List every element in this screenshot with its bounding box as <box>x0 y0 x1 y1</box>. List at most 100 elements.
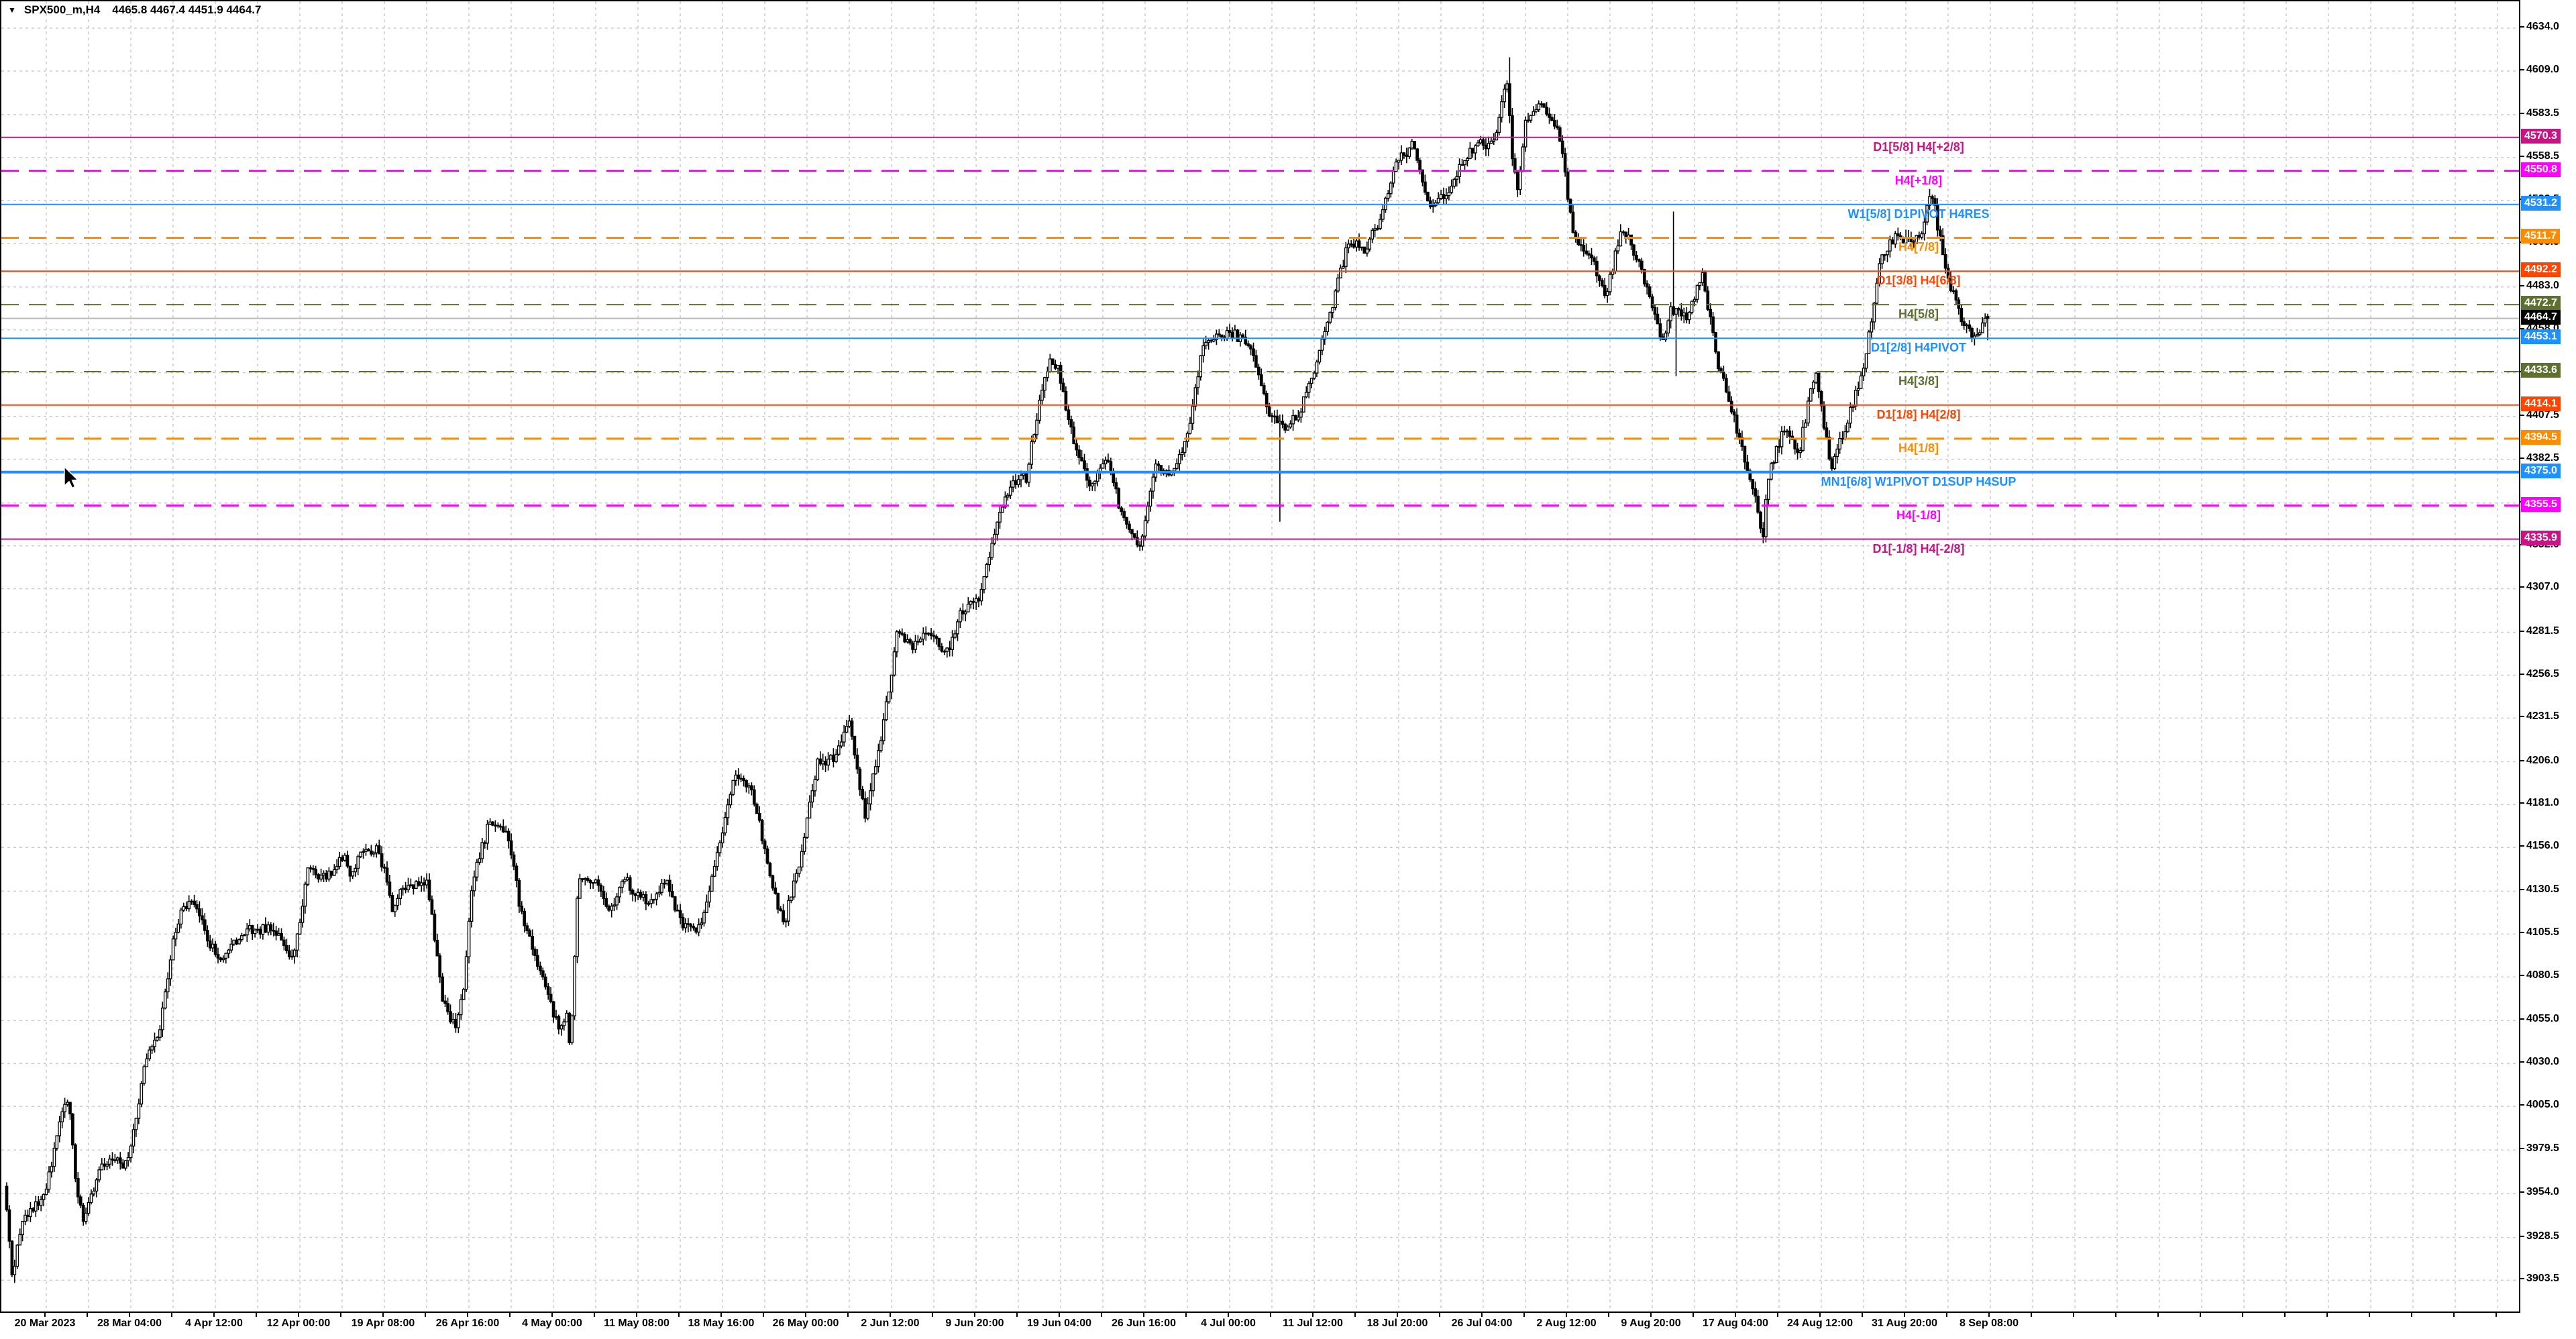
candle-body <box>290 955 294 958</box>
candle-body <box>1230 331 1234 339</box>
candle-body <box>660 883 663 893</box>
candle-body <box>898 631 902 634</box>
chart-title: ▼ SPX500_m,H4 4465.8 4467.4 4451.9 4464.… <box>8 3 261 17</box>
candle-body <box>182 906 186 911</box>
candle-body <box>1550 117 1554 121</box>
candle-body <box>1320 338 1324 351</box>
candle-body <box>961 610 965 614</box>
candle-body <box>68 1102 72 1115</box>
candle-body <box>1962 321 1966 327</box>
pivot-level-label[interactable]: H4[-1/8] <box>1896 508 1941 522</box>
candle-body <box>374 845 378 853</box>
time-tick-mark <box>1101 1313 1102 1317</box>
candle-body <box>1373 228 1377 231</box>
candle-body <box>322 873 325 876</box>
candle-body <box>1680 309 1683 317</box>
candle-body <box>578 878 582 899</box>
candle-body <box>959 610 962 623</box>
pivot-level-label[interactable]: D1[2/8] H4PIVOT <box>1870 341 1967 355</box>
pivot-level-label[interactable]: H4[+1/8] <box>1894 173 1943 187</box>
time-tick-mark <box>1185 1313 1187 1317</box>
price-tick-mark <box>2520 716 2524 718</box>
candle-body <box>1603 284 1607 297</box>
candle-body <box>1088 480 1091 487</box>
candle-body <box>676 910 680 912</box>
pivot-level-label[interactable]: D1[3/8] H4[6/8] <box>1876 274 1961 288</box>
candle-body <box>1811 382 1815 390</box>
candle-body <box>1193 387 1197 407</box>
candle-body <box>332 869 336 876</box>
candle-body <box>285 945 288 951</box>
plot-area[interactable]: ▼ SPX500_m,H4 4465.8 4467.4 4451.9 4464.… <box>0 0 2520 1313</box>
candle-body <box>1159 465 1163 472</box>
candle-body <box>52 1148 56 1167</box>
pivot-level-label[interactable]: D1[-1/8] H4[-2/8] <box>1872 541 1965 555</box>
price-axis[interactable]: 4634.04609.04583.54558.54533.54508.54483… <box>2520 0 2576 1313</box>
time-tick-label: 18 May 16:00 <box>688 1318 755 1329</box>
price-tick-mark <box>2520 155 2524 157</box>
candle-body <box>1394 161 1398 172</box>
pivot-level-label[interactable]: H4[7/8] <box>1898 240 1939 254</box>
candle-body <box>1545 107 1548 115</box>
time-tick-mark <box>256 1313 257 1317</box>
candle-body <box>1508 83 1511 116</box>
candle-body <box>449 1011 452 1023</box>
candle-body <box>636 892 640 896</box>
candle-body <box>1870 321 1874 333</box>
price-tick-mark <box>2520 889 2524 891</box>
pivot-level-label[interactable]: W1[5/8] D1PIVOT H4RES <box>1847 207 1990 221</box>
time-tick-mark <box>1059 1313 1060 1317</box>
time-axis[interactable]: 20 Mar 2023 28 Mar 04:00 4 Apr 12:00 12 Apr… <box>0 1313 2576 1339</box>
level-price-badge: 4492.2 <box>2521 262 2561 278</box>
candle-body <box>512 854 516 867</box>
candle-body <box>1011 480 1015 488</box>
candle-body <box>963 611 967 614</box>
candle-body <box>509 840 513 856</box>
candle-body <box>1056 364 1060 369</box>
candle-body <box>517 879 521 907</box>
candle-body <box>1354 240 1358 248</box>
candle-body <box>1357 240 1361 248</box>
pivot-level-label[interactable]: H4[5/8] <box>1898 307 1939 321</box>
candlestick-chart[interactable] <box>1 1 2519 1311</box>
candle-body <box>1706 290 1710 310</box>
candle-body <box>398 889 402 899</box>
candle-body <box>1593 257 1596 262</box>
candle-body <box>1117 488 1121 508</box>
pivot-level-label[interactable]: H4[3/8] <box>1898 374 1939 388</box>
candle-body <box>1970 327 1974 339</box>
price-tick-label: 4382.5 <box>2526 451 2559 464</box>
candle-body <box>264 924 268 933</box>
candle-body <box>562 1021 566 1026</box>
candle-body <box>340 857 344 861</box>
pivot-level-label[interactable]: H4[1/8] <box>1898 441 1939 455</box>
candle-body <box>229 943 233 951</box>
candle-body <box>1252 348 1255 356</box>
candle-body <box>750 785 753 791</box>
symbol-dropdown-icon[interactable]: ▼ <box>8 5 16 15</box>
pivot-level-label[interactable]: MN1[6/8] W1PIVOT D1SUP H4SUP <box>1821 474 2017 488</box>
candle-body <box>1048 358 1052 373</box>
pivot-level-label[interactable]: D1[5/8] H4[+2/8] <box>1873 140 1964 154</box>
candle-body <box>1122 511 1126 519</box>
candle-body <box>549 994 553 1002</box>
candle-body <box>1920 233 1924 238</box>
candle-body <box>1309 378 1313 384</box>
candle-body <box>1241 334 1245 338</box>
candle-body <box>1864 353 1868 369</box>
pivot-level-label[interactable]: D1[1/8] H4[2/8] <box>1876 407 1961 421</box>
time-tick-mark <box>1988 1313 1990 1317</box>
candle-body <box>1605 291 1609 297</box>
candle-body <box>1754 488 1757 497</box>
candle-body <box>1616 245 1620 252</box>
candle-body <box>1917 235 1921 238</box>
time-tick-mark <box>763 1313 764 1317</box>
candle-body <box>219 957 223 961</box>
candle-body <box>649 899 653 904</box>
candle-body <box>1650 296 1654 309</box>
candle-body <box>314 869 318 875</box>
candle-body <box>1360 246 1364 249</box>
candle-body <box>813 779 817 792</box>
candle-body <box>816 758 820 780</box>
time-tick-mark <box>890 1313 891 1317</box>
